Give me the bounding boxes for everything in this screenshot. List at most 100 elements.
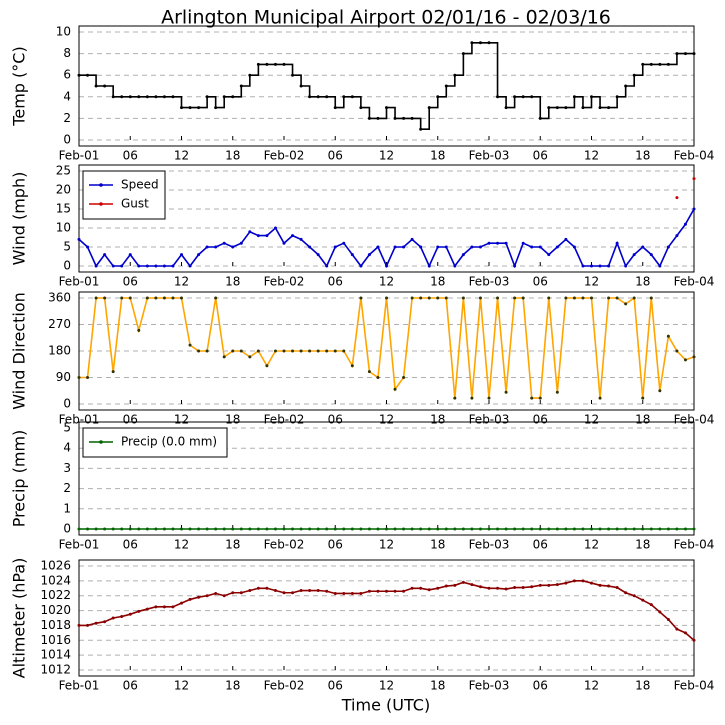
data-point [538, 527, 542, 531]
series-line [79, 296, 695, 399]
data-point [350, 591, 354, 595]
data-point [128, 612, 132, 616]
y-axis-label: Temp (°C) [10, 46, 29, 126]
x-tick-label: 06 [533, 538, 548, 552]
data-point [171, 605, 175, 609]
data-point [615, 241, 619, 245]
data-point [658, 527, 662, 531]
data-point [444, 84, 448, 88]
x-tick-label: 18 [635, 538, 650, 552]
data-point [359, 296, 363, 300]
data-point [461, 296, 465, 300]
data-point [590, 95, 593, 99]
data-point [470, 245, 474, 249]
data-point [239, 241, 243, 245]
y-tick-label: 1026 [40, 559, 71, 573]
data-point [291, 527, 295, 531]
x-tick-label: 06 [533, 679, 548, 693]
data-point [692, 638, 696, 642]
x-tick-label: 06 [328, 275, 343, 289]
x-tick-label: Feb-01 [59, 275, 100, 289]
data-point [367, 589, 371, 593]
y-tick-label: 360 [48, 291, 71, 305]
y-tick-label: 270 [48, 317, 71, 331]
x-tick-label: 06 [123, 275, 138, 289]
data-point [538, 245, 542, 249]
data-point [487, 527, 491, 531]
data-point [162, 296, 166, 300]
data-point [291, 234, 295, 238]
data-point [333, 245, 337, 249]
x-tick-label: 12 [379, 538, 394, 552]
data-point [197, 349, 201, 353]
data-point [581, 579, 585, 583]
x-tick-label: 12 [584, 413, 599, 427]
data-point [188, 264, 192, 268]
data-point [162, 527, 166, 531]
data-point [521, 296, 525, 300]
data-point [137, 264, 141, 268]
data-point [94, 621, 98, 625]
data-point [342, 349, 346, 353]
data-point [222, 241, 226, 245]
data-point [359, 527, 363, 531]
data-point [222, 527, 226, 531]
data-point [77, 376, 81, 379]
y-tick-label: 2 [63, 111, 71, 125]
data-point [504, 106, 508, 110]
data-point [632, 594, 636, 598]
data-point [666, 334, 670, 338]
y-tick-label: 10 [56, 25, 71, 39]
data-point [538, 116, 542, 120]
data-point [427, 588, 431, 592]
data-point [265, 62, 269, 66]
data-point [555, 106, 559, 110]
series-line [79, 42, 694, 130]
data-point [180, 106, 183, 110]
data-point [86, 527, 90, 531]
data-point [282, 62, 286, 66]
x-tick-label: Feb-04 [674, 413, 715, 427]
x-tick-label: Feb-04 [674, 275, 715, 289]
y-tick-label: 1016 [40, 633, 71, 647]
data-point [145, 527, 149, 531]
data-point [282, 591, 286, 595]
data-point [590, 527, 593, 531]
data-point [239, 527, 243, 531]
data-point [248, 230, 252, 234]
data-point [214, 527, 218, 531]
x-tick-label: Feb-03 [469, 679, 510, 693]
data-point [256, 527, 260, 531]
x-tick-label: 06 [328, 149, 343, 163]
y-tick-label: 4 [63, 441, 71, 455]
data-point [547, 296, 551, 300]
data-point [256, 234, 260, 238]
data-point [419, 245, 423, 249]
data-point [145, 264, 149, 268]
data-point [521, 241, 525, 245]
x-tick-label: 06 [533, 413, 548, 427]
data-point [521, 527, 525, 531]
data-point [256, 349, 260, 353]
data-point [402, 527, 406, 531]
data-point [649, 527, 653, 531]
data-point [367, 116, 371, 120]
data-point [530, 527, 534, 531]
data-point [410, 586, 414, 590]
data-point [342, 241, 346, 245]
data-point [376, 527, 380, 531]
y-tick-label: 3 [63, 461, 71, 475]
data-point [478, 585, 482, 589]
data-point [675, 196, 679, 200]
data-point [496, 296, 500, 300]
data-point [376, 376, 380, 379]
data-point [308, 589, 312, 593]
data-point [683, 527, 687, 531]
legend-box [82, 170, 166, 220]
data-point [615, 95, 619, 99]
data-point [273, 226, 277, 230]
data-point [641, 527, 645, 531]
data-point [282, 241, 286, 245]
data-point [624, 591, 628, 595]
